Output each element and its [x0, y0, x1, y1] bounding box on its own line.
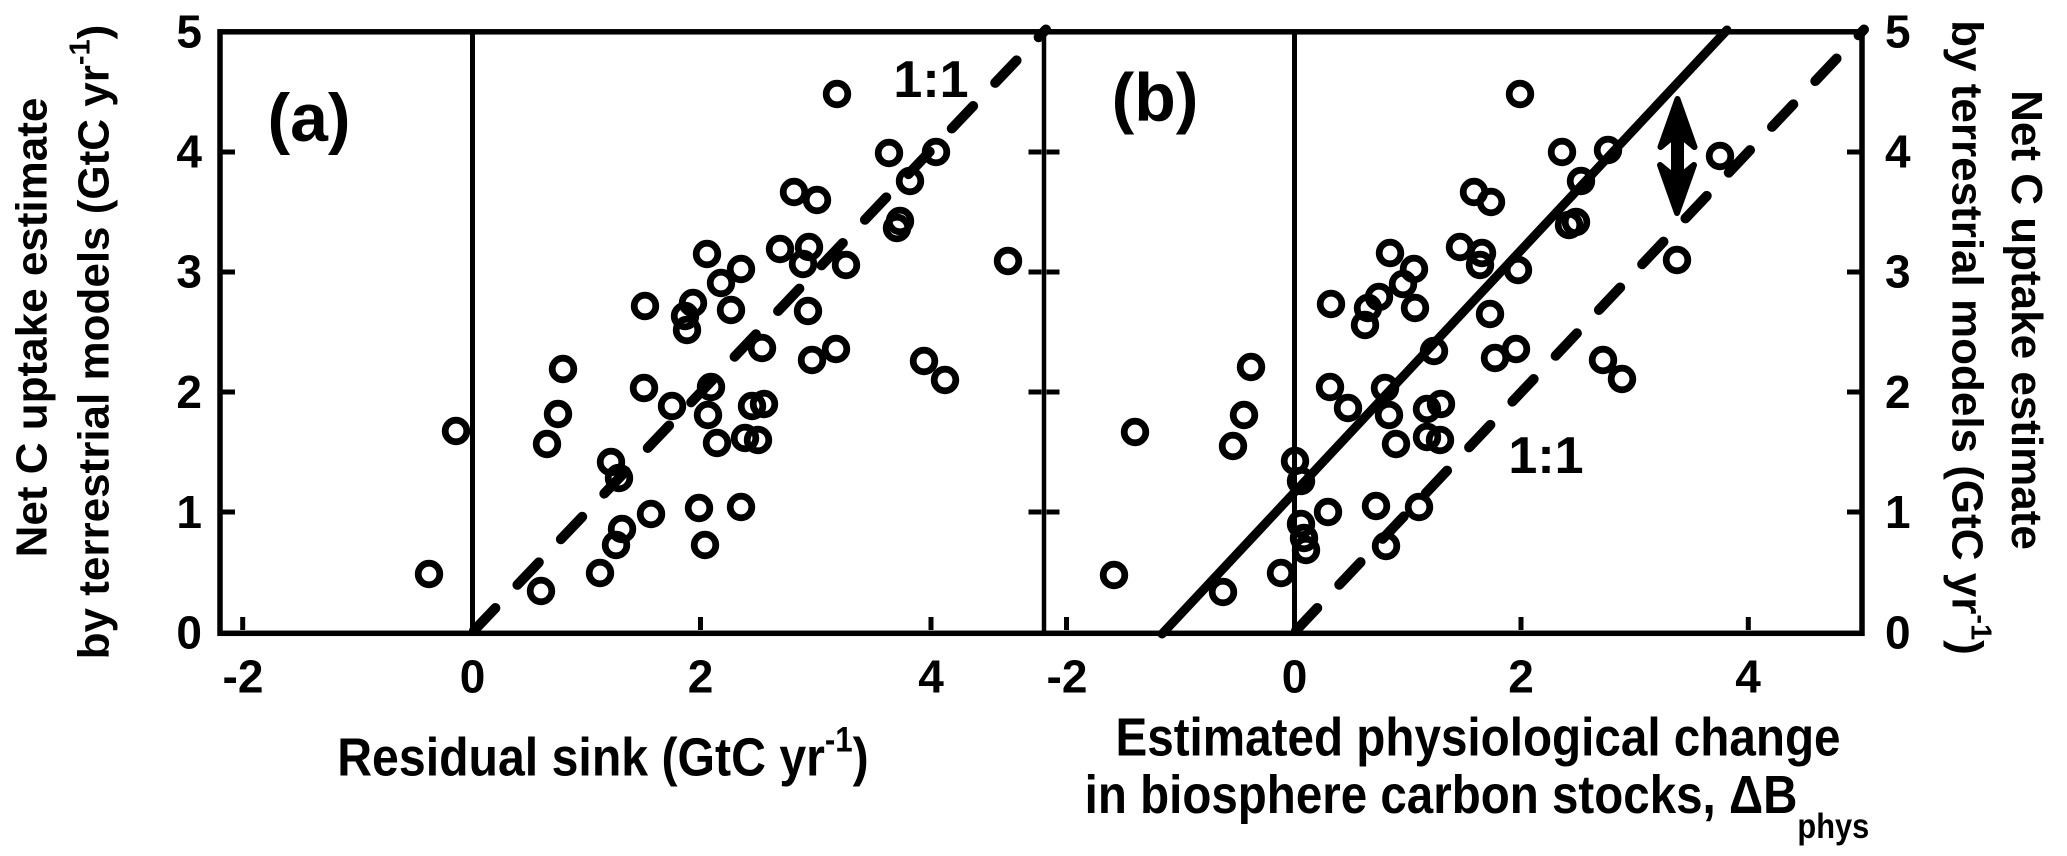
svg-text:-2: -2 [223, 651, 264, 703]
svg-text:1: 1 [1885, 486, 1911, 538]
svg-text:0: 0 [460, 651, 486, 703]
svg-text:1:1: 1:1 [893, 51, 968, 109]
svg-text:0: 0 [1282, 651, 1308, 703]
svg-text:1: 1 [176, 486, 202, 538]
svg-text:Net C uptake estimate: Net C uptake estimate [8, 98, 57, 558]
svg-text:4: 4 [1885, 126, 1911, 178]
svg-text:3: 3 [1885, 246, 1911, 298]
svg-text:0: 0 [1885, 606, 1911, 658]
svg-text:by terrestrial models (GtC yr-: by terrestrial models (GtC yr-1) [65, 25, 119, 660]
svg-text:(b): (b) [1112, 60, 1199, 136]
svg-text:0: 0 [176, 606, 202, 658]
svg-text:2: 2 [688, 651, 714, 703]
svg-text:5: 5 [1885, 5, 1911, 57]
svg-text:Residual sink (GtC yr-1): Residual sink (GtC yr-1) [337, 721, 869, 787]
svg-text:Estimated physiological change: Estimated physiological change [1115, 707, 1840, 767]
svg-text:1:1: 1:1 [1508, 427, 1583, 485]
svg-text:2: 2 [1885, 366, 1911, 418]
svg-text:2: 2 [1508, 651, 1534, 703]
svg-text:2: 2 [176, 366, 202, 418]
svg-text:Net C uptake estimate: Net C uptake estimate [2002, 90, 2051, 550]
svg-text:-2: -2 [1047, 651, 1088, 703]
svg-text:3: 3 [176, 246, 202, 298]
svg-text:4: 4 [918, 651, 944, 703]
svg-text:by terrestrial models (GtC yr-: by terrestrial models (GtC yr-1) [1943, 20, 1997, 655]
svg-text:4: 4 [1735, 651, 1761, 703]
svg-text:4: 4 [176, 126, 202, 178]
svg-text:(a): (a) [267, 80, 350, 156]
svg-text:5: 5 [176, 5, 202, 57]
